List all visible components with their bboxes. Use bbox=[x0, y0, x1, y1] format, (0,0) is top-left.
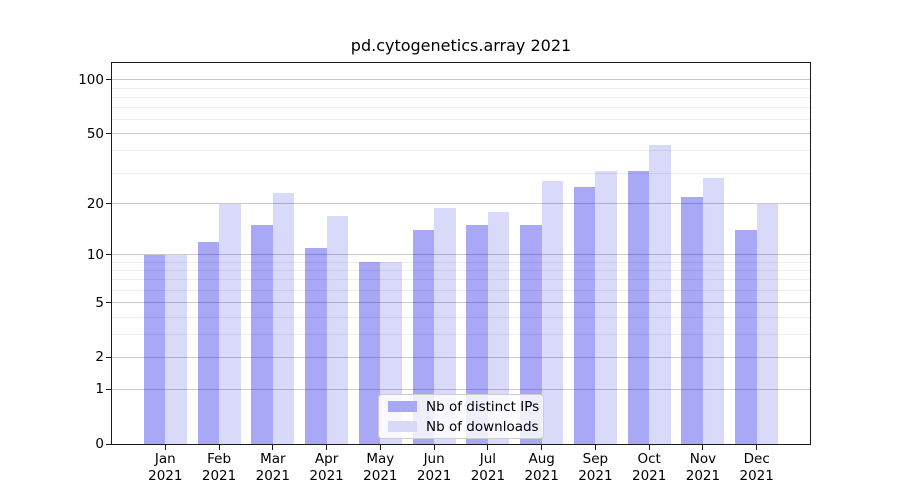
y-tick-label-5: 5 bbox=[95, 294, 104, 311]
bar-downloads-jan bbox=[165, 254, 187, 444]
y-tick-label-50: 50 bbox=[86, 125, 104, 142]
legend-swatch-distinct-ips bbox=[388, 401, 417, 412]
chart-title: pd.cytogenetics.array 2021 bbox=[350, 36, 572, 55]
gridline-minor-7 bbox=[112, 279, 810, 281]
y-tick-50 bbox=[106, 133, 111, 135]
y-tick-20 bbox=[106, 203, 111, 205]
y-tick-label-20: 20 bbox=[86, 195, 104, 212]
bar-distinct-ips-dec bbox=[735, 230, 757, 444]
bar-downloads-mar bbox=[272, 193, 295, 444]
bar-downloads-oct bbox=[649, 145, 671, 444]
bar-distinct-ips-aug bbox=[520, 225, 542, 444]
y-tick-1 bbox=[106, 388, 111, 390]
x-tick-jul bbox=[487, 445, 489, 450]
y-tick-label-1: 1 bbox=[95, 381, 104, 398]
x-tick-may bbox=[379, 445, 381, 450]
x-tick-feb bbox=[218, 445, 220, 450]
bar-distinct-ips-may bbox=[358, 262, 381, 444]
gridline-major-50 bbox=[112, 133, 810, 135]
bar-downloads-apr bbox=[326, 215, 349, 444]
legend-label-downloads: Nb of downloads bbox=[426, 418, 539, 435]
gridline-minor-60 bbox=[112, 119, 810, 121]
legend-item-downloads: Nb of downloads bbox=[379, 418, 543, 436]
bar-distinct-ips-sep bbox=[573, 186, 596, 444]
gridline-minor-40 bbox=[112, 150, 810, 152]
gridline-major-1 bbox=[112, 388, 810, 390]
x-tick-label-jun: Jun 2021 bbox=[416, 451, 452, 484]
x-tick-label-sep: Sep 2021 bbox=[578, 451, 613, 484]
x-tick-label-nov: Nov 2021 bbox=[685, 451, 721, 484]
gridline-minor-4 bbox=[112, 316, 810, 318]
gridline-major-100 bbox=[112, 79, 810, 81]
bar-distinct-ips-jul bbox=[466, 225, 488, 444]
bar-distinct-ips-jan bbox=[143, 254, 166, 444]
y-tick-label-2: 2 bbox=[95, 349, 104, 366]
gridline-minor-9 bbox=[112, 261, 810, 263]
gridline-major-2 bbox=[112, 356, 810, 358]
x-tick-sep bbox=[594, 445, 596, 450]
bar-downloads-dec bbox=[756, 203, 779, 444]
gridline-major-5 bbox=[112, 302, 810, 304]
gridline-minor-30 bbox=[112, 172, 810, 174]
bar-distinct-ips-mar bbox=[251, 225, 273, 444]
x-tick-label-dec: Dec 2021 bbox=[739, 451, 774, 484]
gridline-minor-70 bbox=[112, 107, 810, 109]
x-tick-label-may: May 2021 bbox=[363, 451, 398, 484]
y-tick-100 bbox=[106, 79, 111, 81]
legend-item-distinct-ips: Nb of distinct IPs bbox=[379, 398, 543, 416]
y-tick-label-0: 0 bbox=[95, 436, 104, 452]
x-tick-label-apr: Apr 2021 bbox=[309, 451, 344, 484]
bar-downloads-feb bbox=[219, 203, 241, 444]
x-tick-jan bbox=[164, 445, 166, 450]
gridline-minor-6 bbox=[112, 289, 810, 291]
y-tick-5 bbox=[106, 302, 111, 304]
bar-distinct-ips-apr bbox=[305, 247, 327, 444]
plot-area: Nb of distinct IPs Nb of downloads bbox=[111, 62, 811, 445]
x-tick-label-jan: Jan 2021 bbox=[148, 451, 183, 484]
bar-downloads-aug bbox=[541, 181, 564, 444]
legend-label-distinct-ips: Nb of distinct IPs bbox=[426, 398, 540, 415]
gridline-major-20 bbox=[112, 203, 810, 205]
x-tick-label-oct: Oct 2021 bbox=[631, 451, 667, 484]
gridline-minor-90 bbox=[112, 87, 810, 89]
x-tick-label-aug: Aug 2021 bbox=[524, 451, 559, 484]
y-tick-label-100: 100 bbox=[78, 71, 104, 88]
bar-downloads-jul bbox=[487, 211, 510, 444]
x-tick-nov bbox=[702, 445, 704, 450]
bar-distinct-ips-oct bbox=[627, 170, 650, 444]
x-tick-label-jul: Jul 2021 bbox=[470, 451, 506, 484]
bar-downloads-sep bbox=[595, 170, 617, 444]
gridline-minor-8 bbox=[112, 270, 810, 272]
bar-downloads-jun bbox=[434, 207, 456, 444]
y-tick-10 bbox=[106, 254, 111, 256]
x-tick-apr bbox=[326, 445, 328, 450]
x-tick-oct bbox=[648, 445, 650, 450]
x-tick-mar bbox=[272, 445, 274, 450]
legend-swatch-downloads bbox=[388, 421, 417, 432]
y-tick-label-10: 10 bbox=[86, 246, 104, 263]
bar-distinct-ips-jun bbox=[412, 230, 435, 444]
gridline-major-10 bbox=[112, 254, 810, 256]
bar-downloads-nov bbox=[702, 178, 725, 444]
bar-distinct-ips-nov bbox=[681, 196, 703, 444]
gridline-minor-3 bbox=[112, 334, 810, 336]
x-tick-dec bbox=[756, 445, 758, 450]
x-tick-label-feb: Feb 2021 bbox=[201, 451, 237, 484]
gridline-minor-80 bbox=[112, 96, 810, 98]
legend: Nb of distinct IPs Nb of downloads bbox=[378, 394, 544, 439]
y-tick-2 bbox=[106, 356, 111, 358]
x-tick-aug bbox=[541, 445, 543, 450]
x-tick-label-mar: Mar 2021 bbox=[255, 451, 290, 484]
x-tick-jun bbox=[433, 445, 435, 450]
bar-distinct-ips-feb bbox=[197, 241, 220, 444]
y-tick-0 bbox=[106, 443, 111, 445]
